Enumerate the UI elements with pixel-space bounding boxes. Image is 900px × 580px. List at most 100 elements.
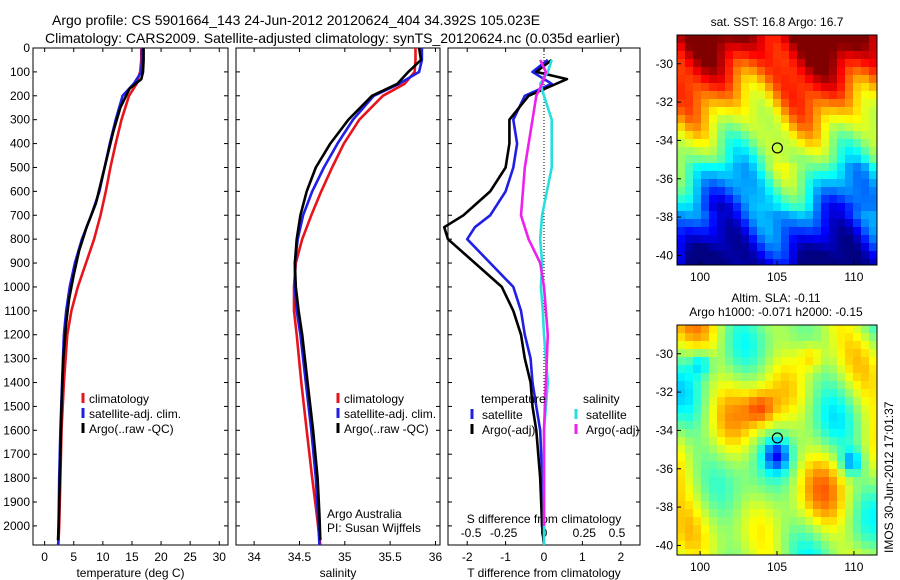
s-tick-label: 0.5 [609, 526, 626, 540]
y-tick-label: 900 [10, 256, 30, 270]
y-tick-label: 1200 [3, 328, 30, 342]
y-tick-label: 100 [10, 65, 30, 79]
map-y-tick-label: -38 [656, 500, 674, 514]
x-tick-label: 5 [70, 550, 77, 564]
y-tick-label: 700 [10, 208, 30, 222]
legend-label: satellite [586, 408, 627, 422]
y-tick-label: 800 [10, 232, 30, 246]
series-line-salinity-argo-adj- [519, 59, 550, 526]
map-title-sst: sat. SST: 16.8 Argo: 16.7 [711, 15, 844, 29]
x-tick-label: 34.5 [288, 550, 312, 564]
x-tick-label: 35.5 [378, 550, 402, 564]
axes-box [235, 47, 441, 546]
axes-box [32, 47, 229, 546]
y-tick-label: 400 [10, 137, 30, 151]
map-y-tick-label: -34 [656, 423, 674, 437]
x-tick-label: 20 [154, 550, 168, 564]
annotation-argo-australia: Argo Australia [327, 507, 402, 521]
x-tick-label: 36 [429, 550, 443, 564]
y-tick-label: 1900 [3, 495, 30, 509]
map-x-tick-label: 100 [690, 270, 710, 284]
map-y-tick-label: -30 [656, 347, 674, 361]
y-tick-label: 2000 [3, 519, 30, 533]
map-y-tick-label: -32 [656, 385, 674, 399]
x-tick-label: 35 [338, 550, 352, 564]
y-tick-label: 1700 [3, 447, 30, 461]
legend-title-salinity: salinity [583, 392, 620, 406]
map-title-argo-h: Argo h1000: -0.071 h2000: -0.15 [689, 305, 863, 319]
legend-label: satellite-adj. clim. [89, 407, 181, 421]
annotation-pi: PI: Susan Wijffels [327, 521, 421, 535]
legend-title-temperature: temperature [481, 392, 546, 406]
x-tick-label: 0 [41, 550, 48, 564]
y-tick-label: 200 [10, 89, 30, 103]
x-tick-label: 2 [617, 550, 624, 564]
map-field [677, 35, 877, 265]
map-x-tick-label: 100 [690, 560, 710, 574]
y-tick-label: 1500 [3, 399, 30, 413]
x-axis-label: temperature (deg C) [76, 566, 184, 580]
panel-temperature: 0100200300400500600700800900100011001200… [3, 41, 229, 580]
x-tick-label: 30 [213, 550, 227, 564]
legend-label: Argo(..raw -QC) [344, 422, 429, 436]
panel-difference: -2 -1 0 1 2 T difference from climatology -0.5… [442, 47, 641, 580]
series-line-argo-raw-qc- [293, 47, 423, 541]
y-tick-label: 1100 [4, 304, 30, 318]
legend-label: satellite-adj. clim. [344, 407, 436, 421]
x-axis-label: salinity [320, 566, 357, 580]
series-line-climatology [292, 48, 417, 546]
s-tick-label: -0.25 [490, 526, 518, 540]
x-tick-label: 0 [541, 550, 548, 564]
map-x-tick-label: 110 [844, 560, 863, 574]
y-tick-label: 1600 [3, 423, 30, 437]
legend-label: Argo(..raw -QC) [89, 422, 174, 436]
map-x-tick-label: 105 [767, 270, 787, 284]
map-y-tick-label: -40 [656, 248, 674, 262]
s-tick-label: -0.5 [461, 526, 482, 540]
map-x-tick-label: 105 [767, 560, 787, 574]
map-y-tick-label: -36 [656, 172, 674, 186]
x-axis-label: T difference from climatology [467, 566, 621, 580]
map-y-tick-label: -36 [656, 462, 674, 476]
x-tick-label: -1 [500, 550, 511, 564]
x-tick-label: 1 [579, 550, 586, 564]
legend-label: satellite [482, 408, 523, 422]
legend-label: Argo(-adj) [586, 423, 639, 437]
argo-location-marker [771, 432, 783, 444]
y-tick-label: 600 [10, 184, 30, 198]
legend-label: Argo(-adj) [482, 423, 535, 437]
map-sla_map: 100 105 110 -30 -32 -34 -36 -38 -40 Altim. SLA: -… [656, 291, 878, 574]
y-tick-label: 1400 [3, 376, 30, 390]
x-tick-label: 15 [125, 550, 139, 564]
x-tick-label: -2 [462, 550, 473, 564]
x-tick-label: 10 [96, 550, 110, 564]
map-y-tick-label: -30 [656, 57, 674, 71]
legend-label: climatology [344, 392, 404, 406]
map-field [677, 325, 877, 555]
imos-timestamp: IMOS 30-Jun-2012 17:01:37 [882, 401, 896, 553]
map-sst_map: 100 105 110 -30 -32 -34 -36 -38 -40 sat. SST: 16.… [656, 15, 878, 284]
y-tick-label: 500 [10, 160, 30, 174]
x-tick-label: 25 [183, 550, 197, 564]
map-y-tick-label: -38 [656, 210, 674, 224]
y-tick-label: 300 [10, 113, 30, 127]
figure-title: Argo profile: CS 5901664_143 24-Jun-2012… [52, 12, 541, 28]
panel-salinity: 34 34.5 35 35.5 36 salinity climatologysatelli… [235, 47, 443, 580]
y-tick-label: 1300 [3, 352, 30, 366]
map-y-tick-label: -40 [656, 538, 674, 552]
y-tick-label: 1000 [3, 280, 30, 294]
map-title-sla: Altim. SLA: -0.11 [731, 291, 820, 305]
map-y-tick-label: -32 [656, 95, 674, 109]
y-tick-label: 1800 [3, 471, 30, 485]
legend-label: climatology [89, 392, 149, 406]
x-tick-label: 34 [247, 550, 261, 564]
figure-subtitle: Climatology: CARS2009. Satellite-adjuste… [45, 30, 621, 46]
y-tick-label: 0 [23, 41, 30, 55]
series-line-temperature-argo-adj- [442, 58, 569, 546]
map-y-tick-label: -34 [656, 133, 674, 147]
argo-location-marker [771, 142, 783, 154]
series-line-argo-raw-qc- [56, 48, 145, 541]
map-x-tick-label: 110 [844, 270, 863, 284]
s-tick-label: 0.25 [573, 526, 597, 540]
